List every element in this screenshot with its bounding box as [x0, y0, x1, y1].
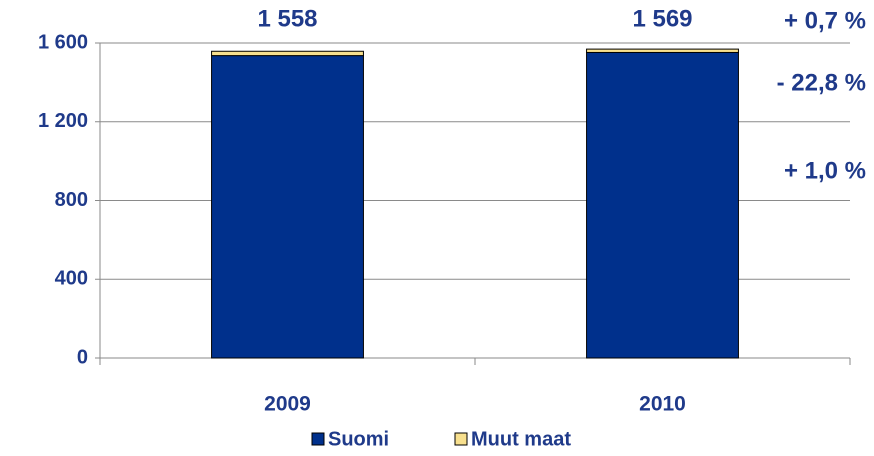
annotation: + 0,7 %	[784, 7, 866, 34]
legend-label: Suomi	[328, 428, 389, 450]
y-tick-label: 400	[55, 268, 88, 290]
y-tick-label: 1 200	[38, 110, 88, 132]
bar-segment	[211, 50, 364, 57]
legend-swatch	[454, 432, 468, 446]
bar-segment	[586, 51, 739, 359]
total-label: 1 558	[257, 5, 317, 32]
total-label: 1 569	[632, 5, 692, 32]
bar-segment	[586, 48, 739, 53]
x-tick-label: 2010	[639, 393, 686, 416]
y-tick-label: 1 600	[38, 31, 88, 53]
x-tick-label: 2009	[264, 393, 311, 416]
y-tick-label: 800	[55, 189, 88, 211]
legend-swatch	[311, 432, 325, 446]
annotation: - 22,8 %	[777, 69, 866, 96]
legend-label: Muut maat	[471, 428, 571, 450]
y-tick-label: 0	[77, 346, 88, 368]
annotation: + 1,0 %	[784, 157, 866, 184]
bar-segment	[211, 55, 364, 359]
